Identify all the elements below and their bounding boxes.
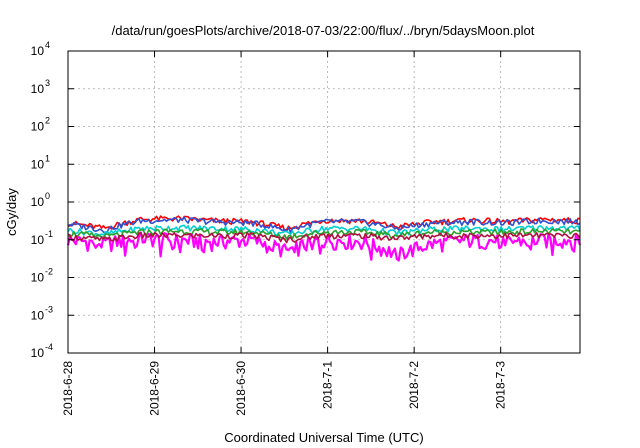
- x-tick-label: 2018-7-3: [494, 361, 508, 409]
- y-tick-label: 10: [31, 195, 45, 209]
- y-tick-exponent: -4: [45, 342, 53, 352]
- y-tick-exponent: 4: [45, 40, 50, 50]
- y-axis-label: cGy/day: [4, 188, 19, 236]
- y-tick-exponent: 2: [45, 116, 50, 126]
- y-tick-label: 10: [31, 120, 45, 134]
- x-tick-label: 2018-6-30: [234, 361, 248, 416]
- y-tick-label: 10: [31, 271, 45, 285]
- x-tick-label: 2018-6-28: [61, 361, 75, 416]
- x-tick-label: 2018-7-2: [407, 361, 421, 409]
- x-tick-label: 2018-6-29: [148, 361, 162, 416]
- series-group: [66, 215, 582, 262]
- y-tick-exponent: -3: [45, 304, 53, 314]
- grid: [68, 51, 580, 353]
- series-line: [66, 231, 582, 262]
- series-line: [67, 232, 581, 244]
- y-tick-label: 10: [31, 346, 45, 360]
- y-tick-exponent: 3: [45, 78, 50, 88]
- y-tick-label: 10: [31, 44, 45, 58]
- y-tick-label: 10: [31, 233, 45, 247]
- y-tick-exponent: -2: [45, 267, 53, 277]
- x-axis-label: Coordinated Universal Time (UTC): [224, 430, 423, 445]
- y-tick-label: 10: [31, 82, 45, 96]
- series-line: [67, 216, 581, 234]
- chart-title: /data/run/goesPlots/archive/2018-07-03/2…: [112, 23, 535, 38]
- y-tick-label: 10: [31, 308, 45, 322]
- y-tick-exponent: 0: [45, 191, 50, 201]
- y-tick-exponent: -1: [45, 229, 53, 239]
- x-tick-label: 2018-7-1: [321, 361, 335, 409]
- x-axis: 2018-6-28 2018-6-29 2018-6-30 2018-7-1 2018-…: [61, 51, 508, 416]
- y-tick-exponent: 1: [45, 153, 50, 163]
- y-tick-label: 10: [31, 157, 45, 171]
